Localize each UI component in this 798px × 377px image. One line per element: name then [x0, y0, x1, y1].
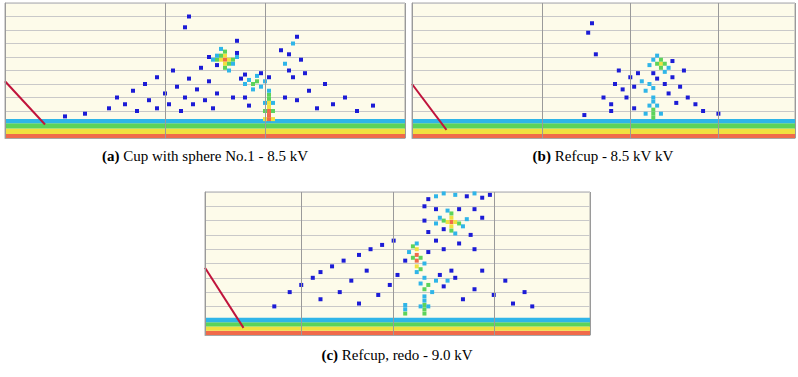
svg-text:Cup with sphere No.1 - 8.5 kV: Cup with sphere No.1 - 8.5 kV	[119, 148, 308, 164]
svg-text:(a): (a)	[102, 148, 120, 165]
svg-text:Refcup - 8.5 kV kV: Refcup - 8.5 kV kV	[551, 148, 673, 164]
svg-text:Refcup, redo - 9.0 kV: Refcup, redo - 9.0 kV	[338, 347, 473, 363]
svg-text:(c): (c)	[321, 347, 338, 364]
svg-text:(b): (b)	[533, 148, 551, 165]
